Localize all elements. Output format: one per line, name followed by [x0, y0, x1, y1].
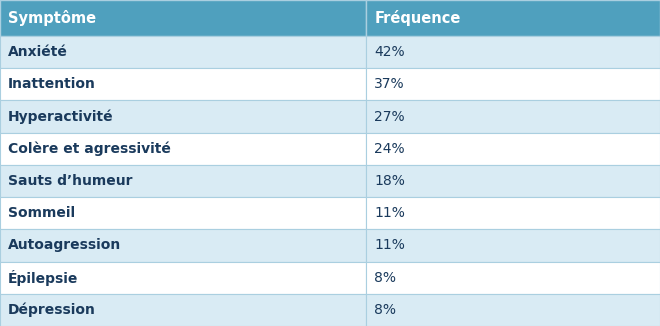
Text: 11%: 11% [374, 238, 405, 252]
Bar [366, 0, 660, 36]
Bar [366, 133, 660, 165]
Bar [0, 100, 366, 133]
Text: Sauts d’humeur: Sauts d’humeur [8, 174, 133, 188]
Bar [366, 261, 660, 294]
Bar [0, 165, 366, 197]
Text: Symptôme: Symptôme [8, 10, 96, 26]
Bar [0, 0, 366, 36]
Text: Autoagression: Autoagression [8, 238, 121, 252]
Bar [0, 133, 366, 165]
Bar [0, 68, 366, 100]
Bar [366, 36, 660, 68]
Bar [0, 36, 366, 68]
Text: Anxiété: Anxiété [8, 45, 68, 59]
Text: Hyperactivité: Hyperactivité [8, 109, 114, 124]
Text: 37%: 37% [374, 77, 405, 91]
Bar [366, 294, 660, 326]
Text: 8%: 8% [374, 303, 396, 317]
Text: Dépression: Dépression [8, 303, 96, 317]
Text: Colère et agressivité: Colère et agressivité [8, 141, 171, 156]
Text: 27%: 27% [374, 110, 405, 124]
Bar [366, 100, 660, 133]
Text: Fréquence: Fréquence [374, 10, 461, 26]
Bar [0, 229, 366, 261]
Text: Sommeil: Sommeil [8, 206, 75, 220]
Text: 11%: 11% [374, 206, 405, 220]
Bar [0, 294, 366, 326]
Text: 42%: 42% [374, 45, 405, 59]
Bar [366, 68, 660, 100]
Text: Épilepsie: Épilepsie [8, 270, 79, 286]
Bar [0, 261, 366, 294]
Bar [0, 197, 366, 229]
Bar [366, 165, 660, 197]
Text: 8%: 8% [374, 271, 396, 285]
Text: 24%: 24% [374, 142, 405, 156]
Bar [366, 229, 660, 261]
Bar [366, 197, 660, 229]
Text: 18%: 18% [374, 174, 405, 188]
Text: Inattention: Inattention [8, 77, 96, 91]
